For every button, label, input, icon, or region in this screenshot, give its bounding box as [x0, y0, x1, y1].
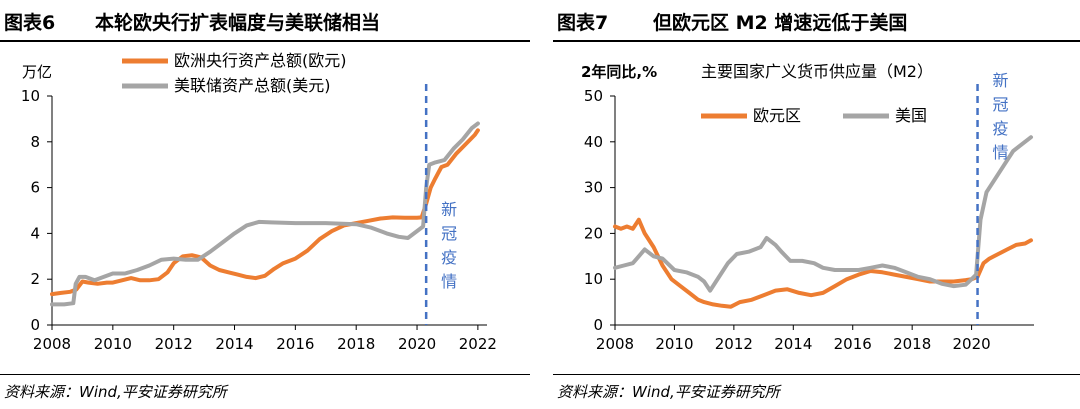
x-tick-label: 2014 [215, 335, 253, 353]
source-note: 资料来源：Wind,平安证券研究所 [557, 383, 780, 401]
event-annotation-char: 新 [993, 71, 1009, 90]
x-tick-label: 2016 [276, 335, 314, 353]
x-tick-label: 2010 [94, 335, 132, 353]
y-tick-label: 20 [584, 224, 603, 242]
y-axis-label: 2年同比,% [581, 63, 657, 81]
y-tick-label: 0 [593, 316, 603, 334]
chart-title: 本轮欧央行扩表幅度与美联储相当 [95, 12, 381, 34]
event-annotation-char: 情 [993, 143, 1009, 162]
y-tick-label: 50 [584, 87, 603, 105]
y-tick-label: 0 [30, 316, 40, 334]
legend-label: 美联储资产总额(美元) [174, 76, 331, 95]
panel-header: 图表7 但欧元区 M2 增速远低于美国 [553, 0, 1080, 42]
event-annotation-char: 情 [441, 272, 457, 291]
series-line-1 [50, 128, 480, 297]
x-tick-label: 2008 [33, 335, 71, 353]
x-tick-label: 2016 [834, 335, 872, 353]
panel-footer: 资料来源：Wind,平安证券研究所 [0, 374, 530, 409]
chart-panel-left: 图表6 本轮欧央行扩表幅度与美联储相当 0 2 4 6 8 10 2008 2010 2012 2… [0, 0, 530, 409]
x-tick-label: 2020 [953, 335, 991, 353]
y-tick-label: 2 [30, 270, 40, 288]
chart-title: 但欧元区 M2 增速远低于美国 [653, 12, 908, 34]
event-annotation-char: 疫 [993, 119, 1009, 138]
series-line-2 [50, 121, 480, 307]
y-tick-label: 40 [584, 133, 603, 151]
line-chart-m2-growth: 0 10 20 30 40 50 2008 2010 2012 2014 2016 2018 2020 2… [581, 62, 1034, 353]
event-annotation-char: 冠 [441, 224, 457, 243]
x-tick-label: 2012 [155, 335, 193, 353]
series-line-1 [613, 217, 1033, 309]
panel-footer: 资料来源：Wind,平安证券研究所 [553, 374, 1080, 409]
line-chart-balance-sheets: 0 2 4 6 8 10 2008 2010 2012 2014 2016 2018 2020 2022 万… [21, 51, 497, 353]
x-tick-label: 2014 [774, 335, 812, 353]
x-tick-label: 2018 [337, 335, 375, 353]
chart-subtitle: 主要国家广义货币供应量（M2） [701, 62, 933, 81]
legend-label: 欧洲央行资产总额(欧元) [174, 51, 347, 70]
legend-label: 欧元区 [753, 106, 801, 125]
panel-header: 图表6 本轮欧央行扩表幅度与美联储相当 [0, 0, 530, 42]
x-tick-label: 2020 [398, 335, 436, 353]
y-tick-label: 8 [30, 133, 40, 151]
x-tick-label: 2018 [893, 335, 931, 353]
x-tick-label: 2012 [715, 335, 753, 353]
y-tick-label: 10 [584, 270, 603, 288]
legend-label: 美国 [895, 106, 927, 125]
x-tick-label: 2022 [459, 335, 497, 353]
figure-label: 图表6 [4, 12, 56, 34]
figure-label: 图表7 [557, 12, 609, 34]
y-tick-label: 4 [30, 224, 40, 242]
x-tick-label: 2008 [596, 335, 634, 353]
y-tick-label: 6 [30, 179, 40, 197]
chart-panel-right: 图表7 但欧元区 M2 增速远低于美国 0 10 20 30 40 50 2008 2010 2… [553, 0, 1080, 409]
series-line-2 [613, 135, 1033, 293]
x-tick-label: 2010 [655, 335, 693, 353]
y-tick-label: 30 [584, 179, 603, 197]
event-annotation-char: 冠 [993, 95, 1009, 114]
source-note: 资料来源：Wind,平安证券研究所 [4, 383, 227, 401]
y-axis-label: 万亿 [22, 63, 52, 81]
event-annotation-char: 疫 [441, 248, 457, 267]
y-tick-label: 10 [21, 87, 40, 105]
event-annotation-char: 新 [441, 200, 457, 219]
